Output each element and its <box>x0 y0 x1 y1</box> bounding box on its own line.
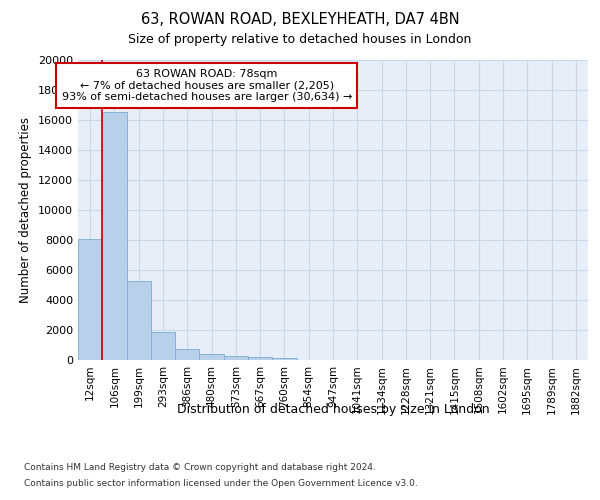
Bar <box>248 356 272 360</box>
Text: 63, ROWAN ROAD, BEXLEYHEATH, DA7 4BN: 63, ROWAN ROAD, BEXLEYHEATH, DA7 4BN <box>140 12 460 28</box>
Text: Contains HM Land Registry data © Crown copyright and database right 2024.: Contains HM Land Registry data © Crown c… <box>24 462 376 471</box>
Bar <box>175 349 199 360</box>
Text: Size of property relative to detached houses in London: Size of property relative to detached ho… <box>128 32 472 46</box>
Bar <box>127 280 151 360</box>
Text: Distribution of detached houses by size in London: Distribution of detached houses by size … <box>176 402 490 415</box>
Bar <box>78 238 102 360</box>
Bar <box>102 112 127 360</box>
Bar <box>272 358 296 360</box>
Text: 63 ROWAN ROAD: 78sqm
← 7% of detached houses are smaller (2,205)
93% of semi-det: 63 ROWAN ROAD: 78sqm ← 7% of detached ho… <box>62 69 352 102</box>
Bar <box>199 354 224 360</box>
Bar <box>151 332 175 360</box>
Bar <box>224 356 248 360</box>
Text: Contains public sector information licensed under the Open Government Licence v3: Contains public sector information licen… <box>24 479 418 488</box>
Y-axis label: Number of detached properties: Number of detached properties <box>19 117 32 303</box>
